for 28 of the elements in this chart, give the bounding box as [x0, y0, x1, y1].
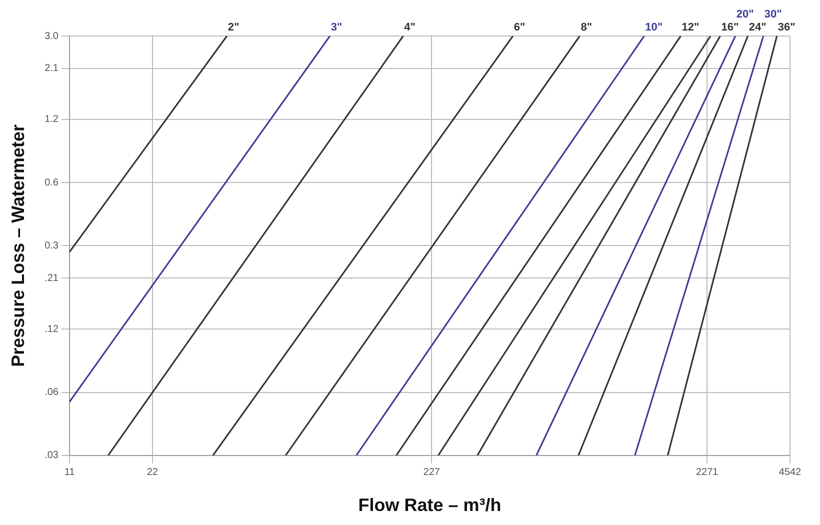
x-tick-label: 4542 [778, 467, 802, 478]
y-tick-label: 0.3 [44, 240, 59, 252]
x-axis-title: Flow Rate – m³/h [358, 495, 502, 516]
y-tick-label: .12 [44, 324, 59, 335]
y-tick-label: 1.2 [44, 114, 59, 126]
y-tick-label: 3.0 [44, 30, 59, 42]
series-label: 3" [330, 22, 342, 34]
y-tick-label: .03 [44, 450, 59, 462]
series-label: 10" [645, 22, 663, 34]
y-tick-label: .21 [44, 272, 59, 284]
x-tick-label: 227 [423, 467, 440, 478]
series-label: 24" [748, 22, 766, 34]
y-tick-label: .06 [44, 387, 59, 398]
series-label: 2" [228, 22, 240, 34]
series-label: 20" [736, 8, 754, 21]
x-tick-label: 2271 [696, 467, 719, 478]
y-axis-title: Pressure Loss – Watermeter [8, 124, 28, 367]
series-label: 12" [682, 22, 700, 34]
x-tick-label: 22 [146, 467, 158, 478]
x-tick-label: 11 [64, 467, 76, 478]
series-label: 6" [514, 22, 526, 34]
series-label: 4" [404, 22, 416, 34]
y-tick-label: 2.1 [44, 63, 59, 74]
series-label: 30" [764, 8, 782, 21]
series-label: 8" [580, 22, 592, 34]
y-tick-label: 0.6 [44, 177, 59, 188]
series-label: 16" [721, 22, 739, 34]
series-label: 36" [778, 22, 796, 34]
